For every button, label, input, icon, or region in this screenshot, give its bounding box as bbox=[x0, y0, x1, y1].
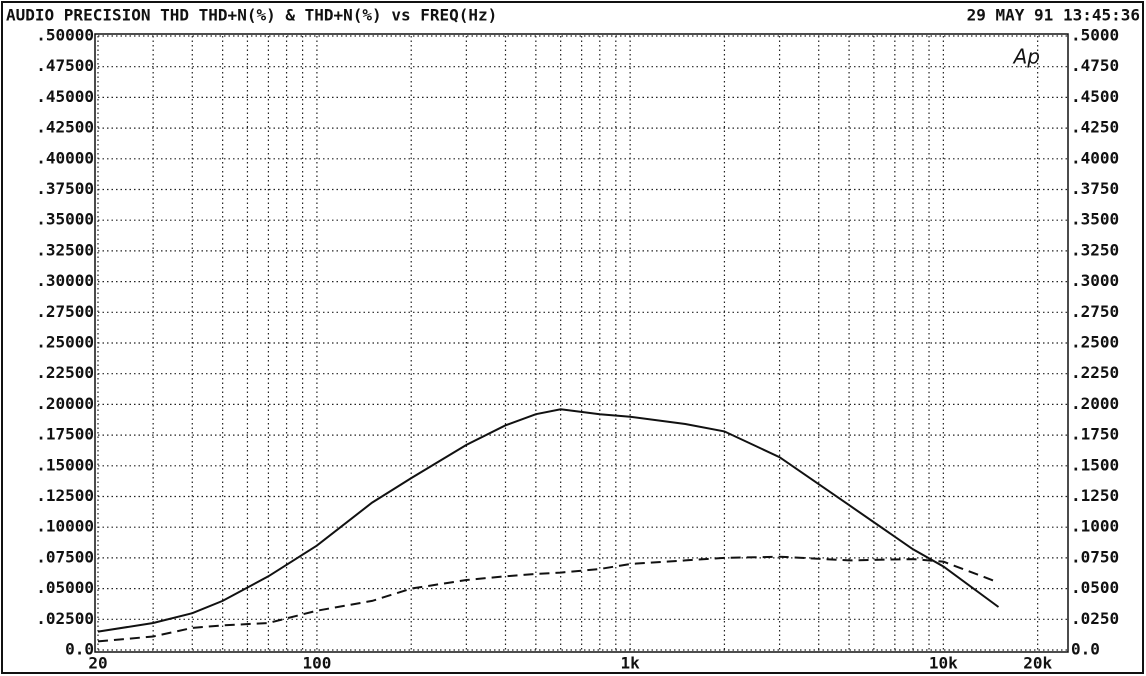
y2-tick-label: .0500 bbox=[1071, 578, 1119, 597]
y2-tick-label: .1000 bbox=[1071, 517, 1119, 536]
y-tick-label: .12500 bbox=[36, 486, 94, 505]
solid-line bbox=[97, 408, 1000, 633]
x-tick-label: 100 bbox=[302, 654, 331, 673]
y-tick-label: .40000 bbox=[36, 148, 94, 167]
y-tick-label: .15000 bbox=[36, 455, 94, 474]
y2-tick-label: .2750 bbox=[1071, 302, 1119, 321]
y2-tick-label: .3500 bbox=[1071, 210, 1119, 229]
y-tick-label: .47500 bbox=[36, 56, 94, 75]
y-tick-label: .10000 bbox=[36, 517, 94, 536]
y-tick-label: .35000 bbox=[36, 210, 94, 229]
dashed-line bbox=[97, 555, 999, 643]
y2-tick-label: .5000 bbox=[1071, 26, 1119, 45]
y2-tick-label: .2250 bbox=[1071, 363, 1119, 382]
x-tick-label: 1k bbox=[621, 654, 641, 673]
y2-tick-label: .3750 bbox=[1071, 179, 1119, 198]
y-tick-label: .17500 bbox=[36, 425, 94, 444]
x-tick-label: 10k bbox=[929, 654, 958, 673]
y-tick-label: .45000 bbox=[36, 87, 94, 106]
y-tick-label: .42500 bbox=[36, 118, 94, 137]
y2-tick-label: .3000 bbox=[1071, 271, 1119, 290]
y2-tick-label: .1750 bbox=[1071, 425, 1119, 444]
y-tick-label: 0.0 bbox=[65, 640, 94, 659]
y-tick-label: .07500 bbox=[36, 547, 94, 566]
y-tick-label: .30000 bbox=[36, 271, 94, 290]
y-tick-label: .32500 bbox=[36, 240, 94, 259]
y-tick-label: .50000 bbox=[36, 26, 94, 45]
y2-tick-label: .4250 bbox=[1071, 118, 1119, 137]
y2-tick-label: .0250 bbox=[1071, 609, 1119, 628]
x-tick-label: 20 bbox=[88, 654, 107, 673]
logo: Ap bbox=[1012, 45, 1040, 69]
y-tick-label: .25000 bbox=[36, 333, 94, 352]
y-tick-label: .37500 bbox=[36, 179, 94, 198]
y2-tick-label: .2000 bbox=[1071, 394, 1119, 413]
y-tick-label: .02500 bbox=[36, 609, 94, 628]
y2-tick-label: .1250 bbox=[1071, 486, 1119, 505]
y2-tick-label: .2500 bbox=[1071, 333, 1119, 352]
y2-tick-label: .4500 bbox=[1071, 87, 1119, 106]
y-tick-label: .27500 bbox=[36, 302, 94, 321]
y2-tick-label: .4000 bbox=[1071, 148, 1119, 167]
y2-tick-label: .4750 bbox=[1071, 56, 1119, 75]
y2-tick-label: .3250 bbox=[1071, 240, 1119, 259]
plot-frame bbox=[94, 33, 1069, 653]
chart-title: AUDIO PRECISION THD THD+N(%) & THD+N(%) … bbox=[6, 6, 497, 25]
x-tick-label: 20k bbox=[1023, 654, 1052, 673]
y-tick-label: .22500 bbox=[36, 363, 94, 382]
y-tick-label: .05000 bbox=[36, 578, 94, 597]
y2-tick-label: .0750 bbox=[1071, 547, 1119, 566]
timestamp: 29 MAY 91 13:45:36 bbox=[967, 6, 1140, 25]
y-tick-label: .20000 bbox=[36, 394, 94, 413]
y2-tick-label: 0.0 bbox=[1071, 640, 1100, 659]
y2-tick-label: .1500 bbox=[1071, 455, 1119, 474]
